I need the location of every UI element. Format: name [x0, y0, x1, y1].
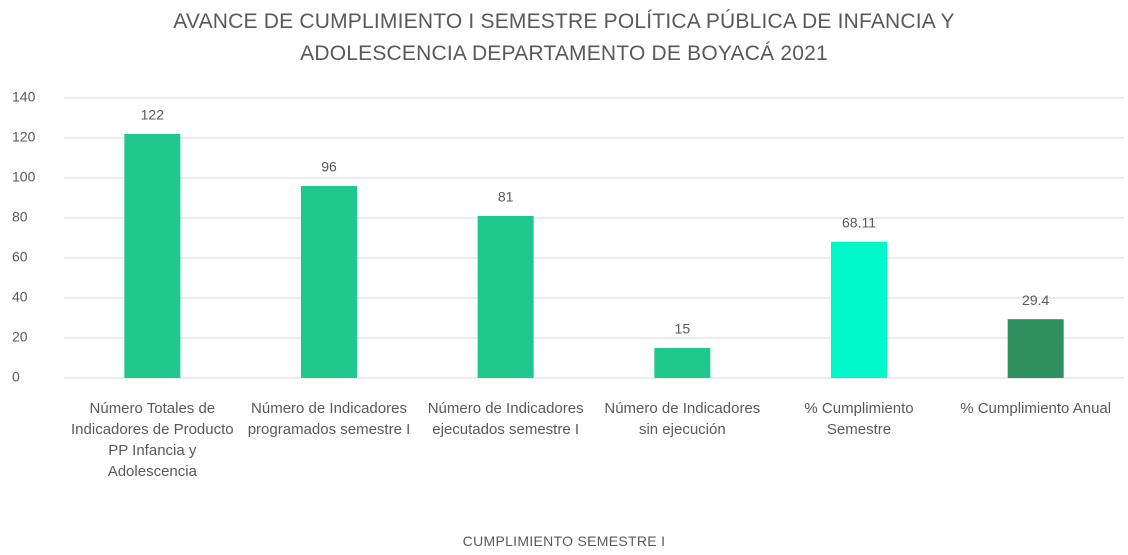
x-tick-label: % Cumplimiento Semestre	[804, 400, 914, 438]
data-label: 15	[675, 321, 691, 337]
bar	[654, 348, 711, 378]
data-label: 68.11	[842, 214, 876, 230]
data-label: 96	[321, 159, 337, 175]
y-tick-label: 0	[12, 369, 20, 385]
y-tick-label: 80	[12, 209, 28, 225]
y-tick-label: 120	[12, 129, 36, 145]
data-label: 122	[141, 107, 165, 123]
x-axis-title: CUMPLIMIENTO SEMESTRE I	[462, 533, 666, 549]
data-label: 81	[498, 189, 514, 205]
y-tick-label: 140	[12, 89, 36, 105]
y-tick-label: 20	[12, 329, 28, 345]
bar	[1007, 319, 1064, 378]
x-tick-label: Número de Indicadores ejecutados semestr…	[427, 400, 584, 438]
bar	[301, 186, 357, 378]
bar	[124, 134, 181, 378]
y-tick-label: 60	[12, 249, 28, 265]
x-tick-label: Número Totales de Indicadores de Product…	[71, 400, 234, 480]
x-tick-label: Número de Indicadores programados semest…	[247, 400, 411, 438]
chart-title: AVANCE DE CUMPLIMIENTO I SEMESTRE POLÍTI…	[173, 10, 955, 65]
x-tick-label: % Cumplimiento Anual	[960, 400, 1112, 417]
y-tick-label: 100	[12, 169, 36, 185]
bar	[831, 241, 887, 378]
y-tick-label: 40	[12, 289, 28, 305]
x-tick-label: Número de Indicadores sin ejecución	[604, 400, 761, 438]
bar	[477, 216, 534, 378]
data-label: 29.4	[1022, 292, 1049, 308]
